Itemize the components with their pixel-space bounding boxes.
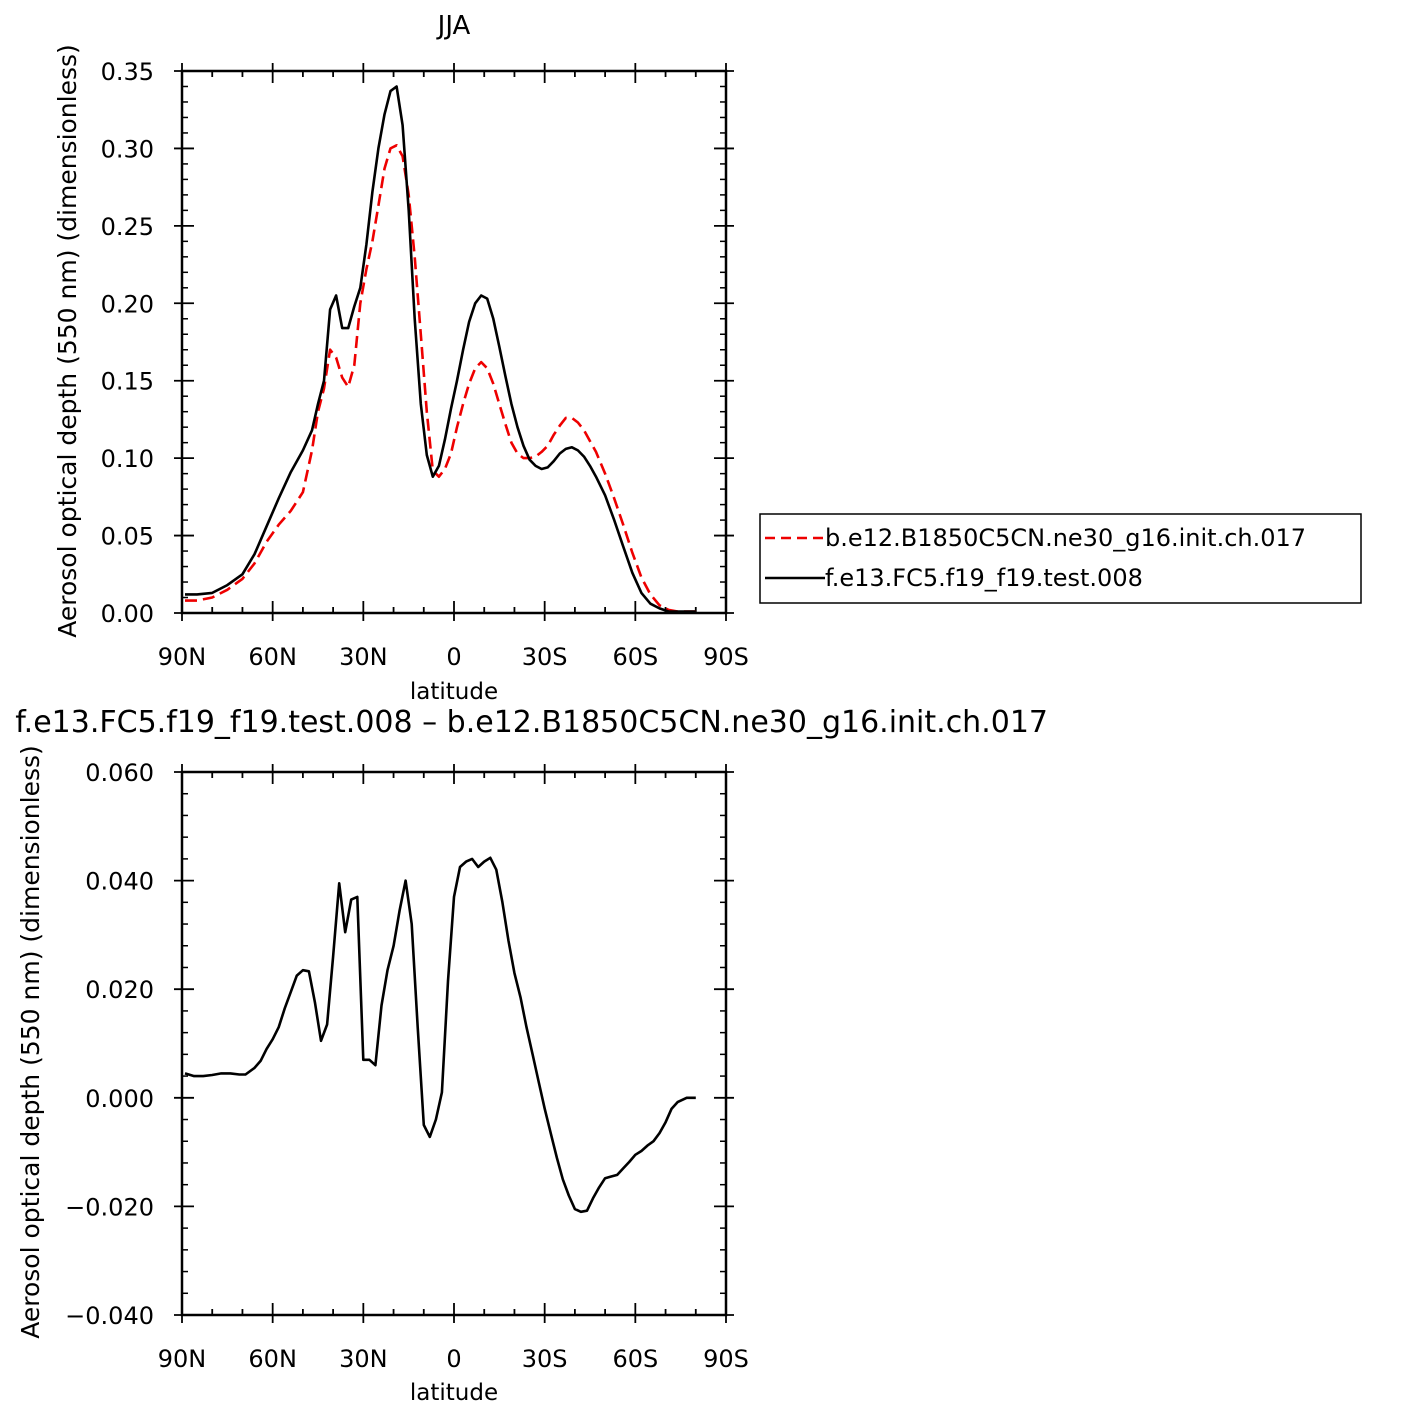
top-series-lines (185, 85, 696, 613)
y-tick-label: 0.05 (101, 523, 154, 551)
top-x-axis-label: latitude (410, 679, 498, 705)
series-line-1 (184, 856, 696, 1214)
x-tick-label: 60N (248, 643, 297, 671)
bottom-panel: f.e13.FC5.f19_f19.test.008 – b.e12.B1850… (15, 705, 1048, 1406)
y-tick-label: 0.020 (85, 976, 154, 1004)
bottom-tick-labels: 90N 60N 30N 0 30S 60S 90S −0.040 −0.020 0.000 0.02… (65, 759, 749, 1373)
x-tick-label: 30S (522, 643, 568, 671)
y-tick-label: 0.25 (101, 213, 154, 241)
x-tick-label: 30N (339, 643, 388, 671)
bottom-ticks (174, 764, 734, 1323)
y-tick-label: −0.020 (65, 1193, 154, 1221)
top-title: JJA (436, 11, 471, 41)
bottom-series-lines (184, 856, 696, 1214)
x-tick-label: 30N (339, 1345, 388, 1373)
y-tick-label: −0.040 (65, 1302, 154, 1330)
legend-box (759, 513, 1362, 604)
y-tick-label: 0.040 (85, 868, 154, 896)
y-tick-label: 0.000 (85, 1085, 154, 1113)
series-line-1 (185, 144, 696, 613)
x-tick-label: 60S (612, 643, 658, 671)
x-tick-label: 0 (446, 1345, 461, 1373)
top-y-axis-label: Aerosol optical depth (550 nm) (dimensio… (53, 44, 82, 638)
series-line-2 (185, 85, 696, 613)
y-tick-label: 0.15 (101, 368, 154, 396)
bottom-x-axis-label: latitude (410, 1380, 498, 1406)
y-tick-label: 0.35 (101, 58, 154, 86)
bottom-title: f.e13.FC5.f19_f19.test.008 – b.e12.B1850… (15, 705, 1048, 740)
x-tick-label: 90N (158, 1345, 207, 1373)
x-tick-label: 30S (522, 1345, 568, 1373)
legend: b.e12.B1850C5CN.ne30_g16.init.ch.017 f.e… (759, 513, 1362, 604)
legend-label-2: f.e13.FC5.f19_f19.test.008 (825, 564, 1143, 592)
top-ticks (174, 63, 734, 621)
x-tick-label: 60S (612, 1345, 658, 1373)
y-tick-label: 0.30 (101, 135, 154, 163)
legend-label-1: b.e12.B1850C5CN.ne30_g16.init.ch.017 (825, 524, 1306, 552)
bottom-y-axis-label: Aerosol optical depth (550 nm) (dimensio… (16, 745, 45, 1339)
top-panel: JJA Aerosol optical depth (550 nm) (dime… (53, 11, 749, 705)
x-tick-label: 0 (446, 643, 461, 671)
x-tick-label: 90S (703, 643, 749, 671)
y-tick-label: 0.10 (101, 445, 154, 473)
x-tick-label: 90N (158, 643, 207, 671)
y-tick-label: 0.060 (85, 759, 154, 787)
x-tick-label: 60N (248, 1345, 297, 1373)
top-tick-labels: 90N 60N 30N 0 30S 60S 90S 0.00 0.05 0.10 0.15 0.20 0… (101, 58, 749, 671)
top-plot-frame (180, 69, 728, 615)
x-tick-label: 90S (703, 1345, 749, 1373)
y-tick-label: 0.00 (101, 600, 154, 628)
bottom-plot-frame (180, 770, 728, 1317)
y-tick-label: 0.20 (101, 290, 154, 318)
